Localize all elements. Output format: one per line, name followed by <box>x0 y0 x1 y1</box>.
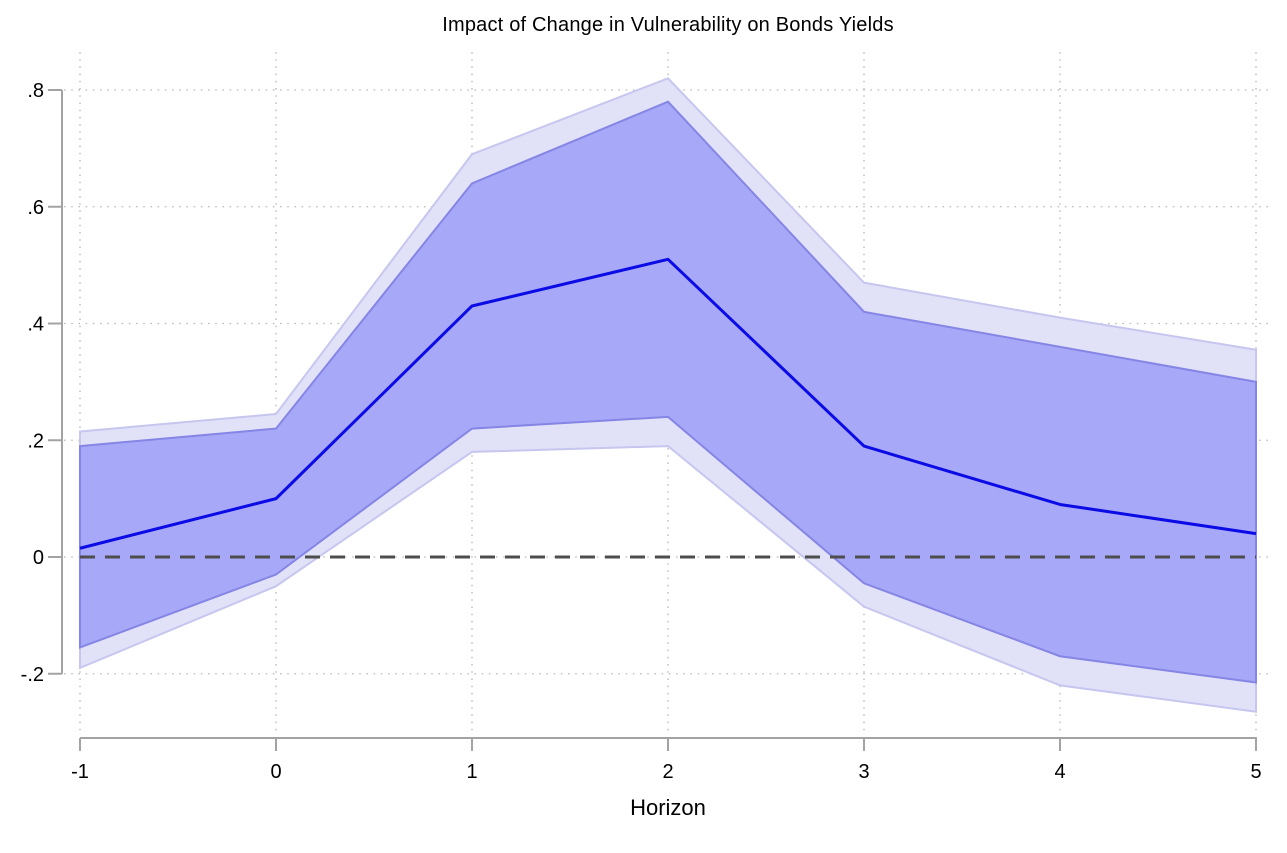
point-estimate-line <box>79 257 1257 550</box>
x-tick-label: 5 <box>1250 761 1261 783</box>
y-tick-label: .8 <box>27 80 44 102</box>
y-tick-label: 0 <box>33 547 44 569</box>
x-axis-title: Horizon <box>630 795 706 820</box>
confidence-band-inner <box>79 100 1257 684</box>
chart-title: Impact of Change in Vulnerability on Bon… <box>442 14 894 36</box>
y-tick-label: -.2 <box>21 664 44 686</box>
x-tick-label: 2 <box>662 761 673 783</box>
x-tick-label: 0 <box>270 761 281 783</box>
y-tick-label: .2 <box>27 430 44 452</box>
x-tick-label: 3 <box>858 761 869 783</box>
x-tick-label: -1 <box>71 761 89 783</box>
y-tick-label: .6 <box>27 197 44 219</box>
x-tick-label: 1 <box>466 761 477 783</box>
y-tick-label: .4 <box>27 314 44 336</box>
x-tick-label: 4 <box>1054 761 1065 783</box>
